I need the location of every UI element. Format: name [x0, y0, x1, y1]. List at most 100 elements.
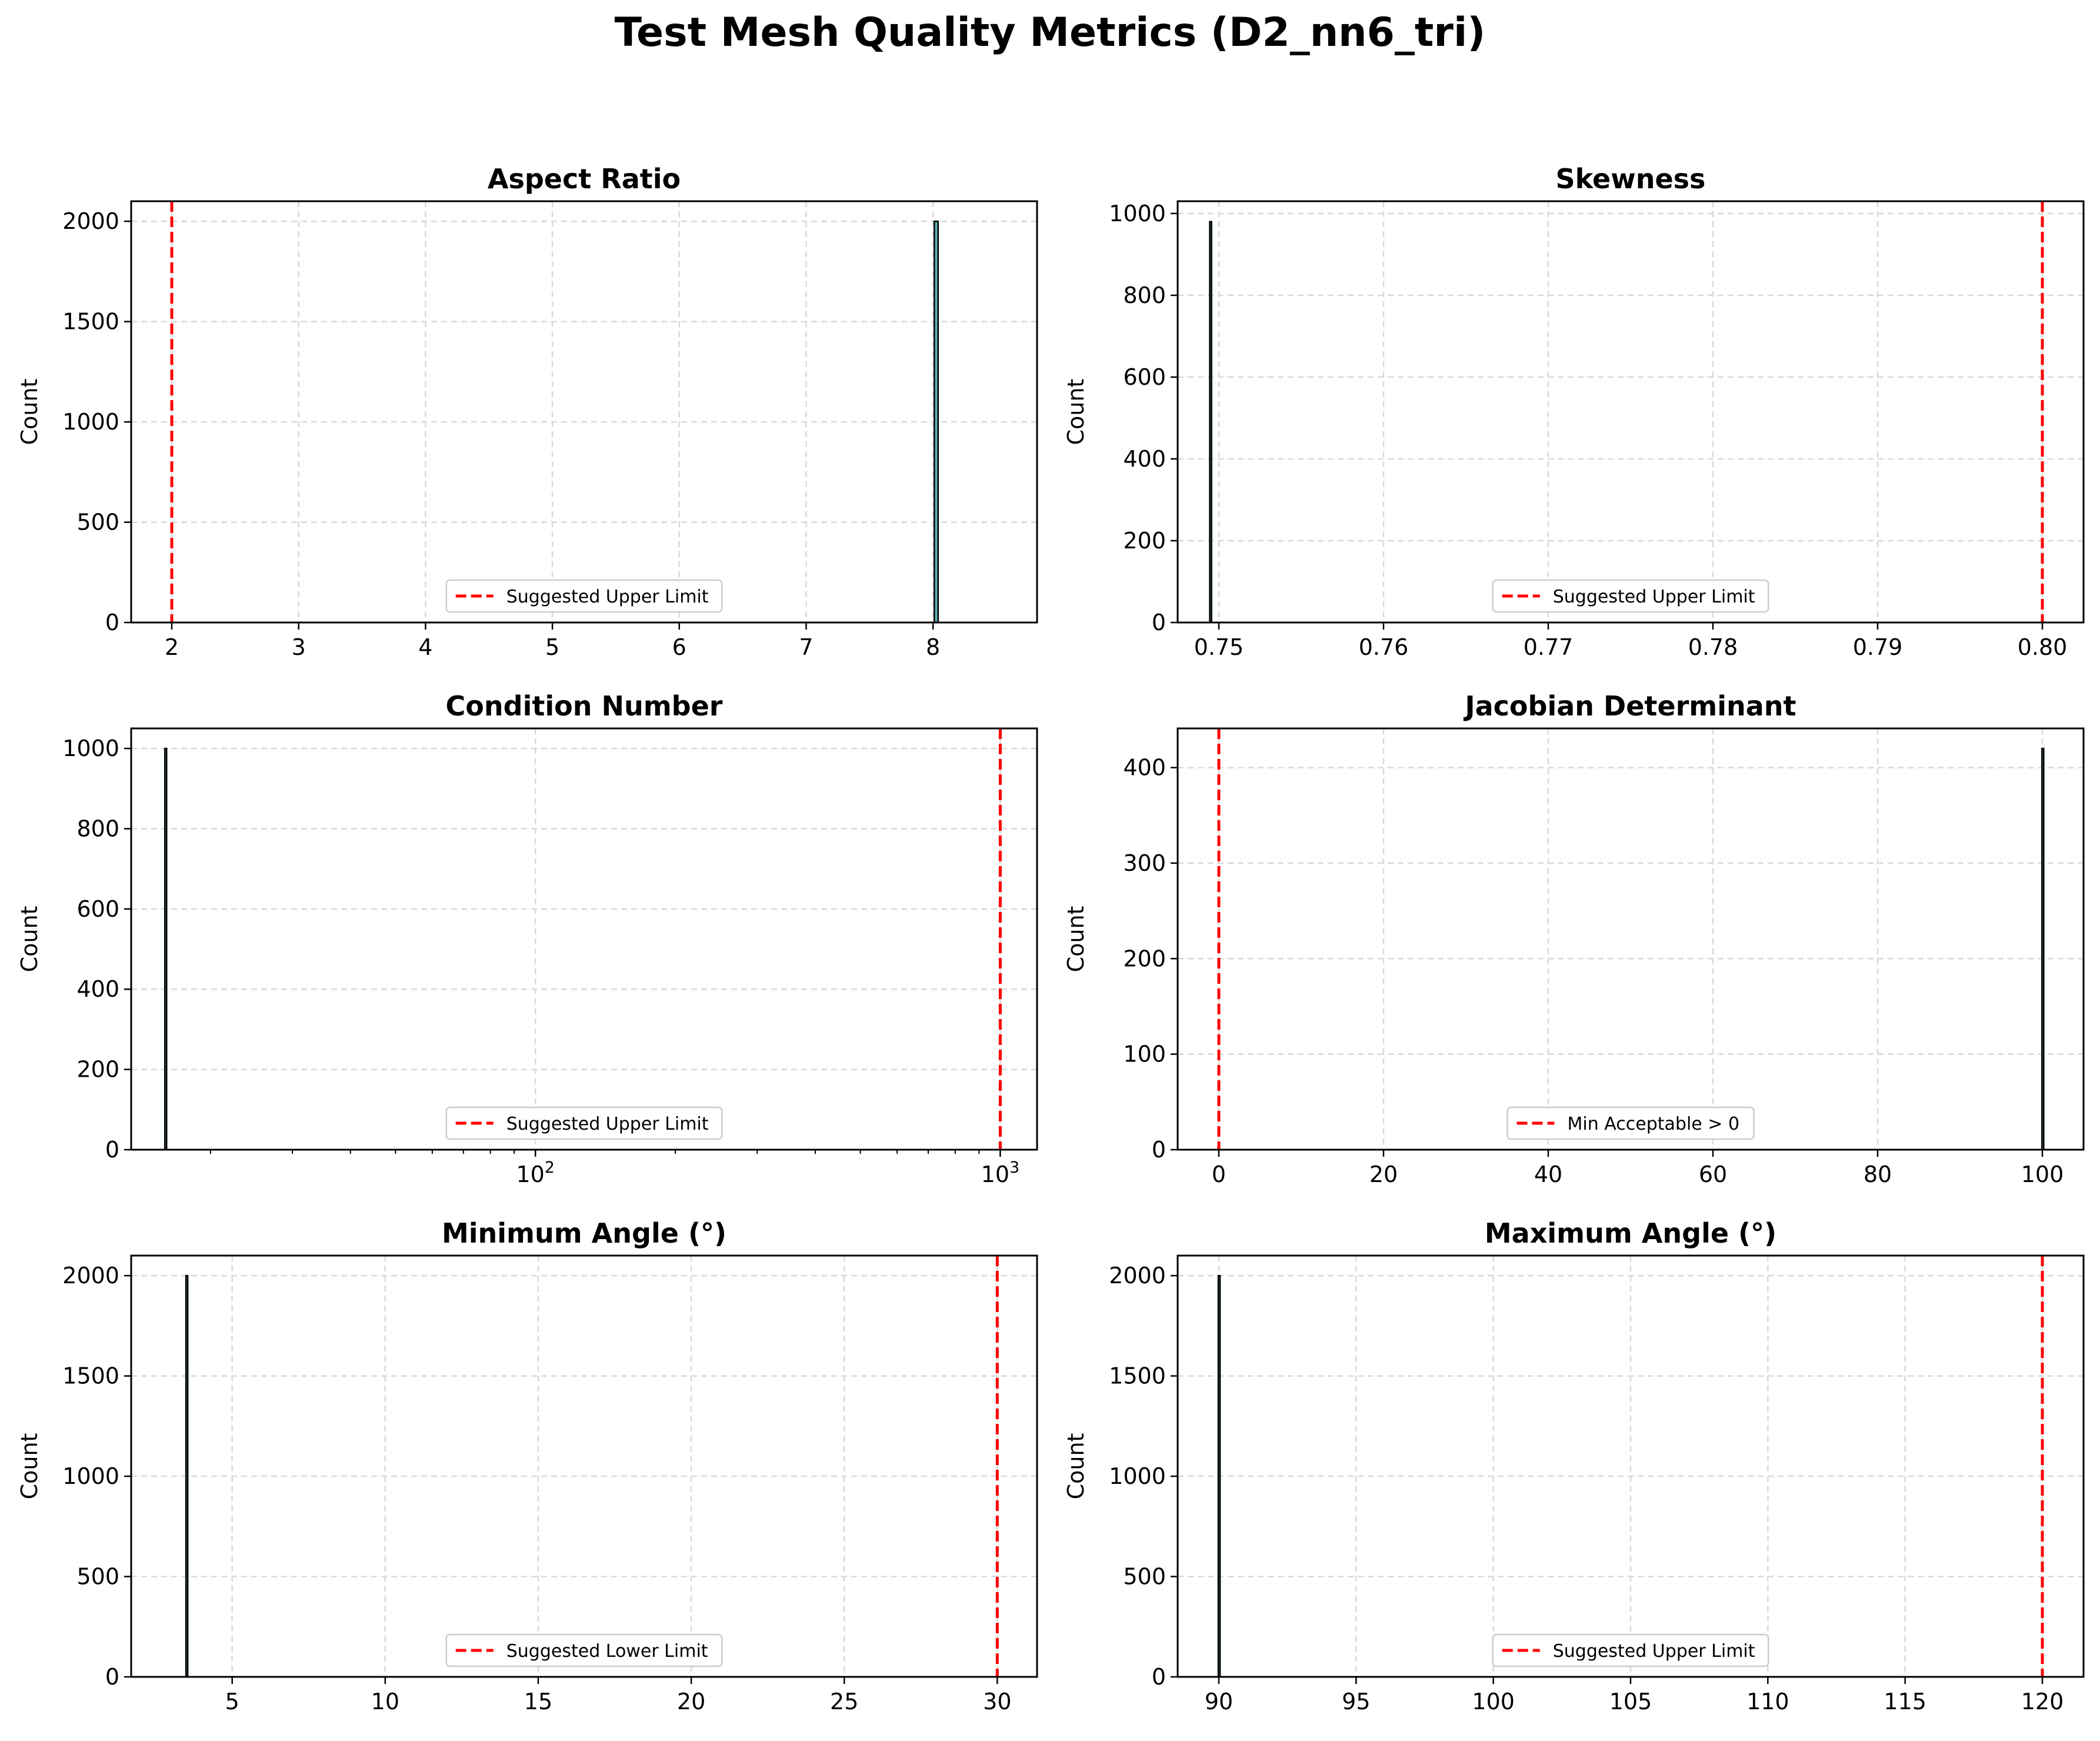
y-tick-label: 800 [1123, 282, 1166, 308]
legend-box [445, 1106, 723, 1140]
y-tick-label: 1500 [62, 1363, 119, 1389]
legend: Min Acceptable > 0 [1506, 1106, 1755, 1140]
subplot-title: Maximum Angle (°) [1485, 1217, 1776, 1249]
legend-label: Suggested Upper Limit [506, 1114, 709, 1134]
histogram-bar [185, 1274, 189, 1678]
x-tick-label: 4 [418, 634, 432, 660]
legend: Suggested Upper Limit [445, 1106, 723, 1140]
y-tick-label: 0 [105, 610, 119, 635]
x-tick-label: 105 [1609, 1689, 1652, 1715]
subplot-6: Maximum Angle (°) 0 500 1000 1500 2000 90 95 100… [1063, 1217, 2085, 1715]
x-tick-label: 0.76 [1359, 634, 1409, 660]
legend-box [445, 1633, 723, 1667]
subplot-title: Aspect Ratio [488, 163, 681, 195]
y-tick-label: 0 [105, 1664, 119, 1690]
legend-label: Suggested Upper Limit [1553, 587, 1755, 607]
y-axis-label: Count [16, 1433, 42, 1500]
x-tick-label: 7 [799, 634, 813, 660]
x-tick-label: 40 [1534, 1161, 1562, 1187]
subplot-4: Jacobian Determinant 0 100 200 300 400 0 20 40 60… [1063, 690, 2085, 1187]
subplot-title: Jacobian Determinant [1463, 690, 1796, 722]
x-tick-exponent: 3 [1009, 1159, 1019, 1177]
y-tick-label: 1500 [1109, 1363, 1166, 1389]
y-tick-label: 400 [76, 976, 119, 1002]
x-tick-label: 6 [672, 634, 686, 660]
legend-box [445, 579, 723, 613]
y-tick-label: 600 [76, 896, 119, 922]
x-tick-label: 0.80 [2018, 634, 2068, 660]
axes-frame [130, 1254, 1038, 1678]
x-tick-label: 15 [524, 1689, 552, 1715]
y-tick-label: 200 [76, 1057, 119, 1083]
y-axis-label: Count [1063, 1433, 1089, 1500]
y-tick-label: 0 [1152, 1137, 1166, 1163]
y-tick-label: 1000 [62, 409, 119, 435]
x-tick-base: 10 [516, 1161, 544, 1187]
x-tick-label: 3 [292, 634, 306, 660]
x-tick-label: 8 [926, 634, 940, 660]
legend: Suggested Upper Limit [445, 579, 723, 613]
histogram-bar [934, 220, 939, 624]
legend-box [1506, 1106, 1755, 1140]
subplot-title: Skewness [1556, 163, 1706, 195]
y-tick-label: 0 [105, 1137, 119, 1163]
x-tick-label: 5 [545, 634, 559, 660]
x-tick-label: 95 [1342, 1689, 1370, 1715]
y-tick-label: 1500 [62, 309, 119, 335]
y-tick-label: 600 [1123, 364, 1166, 390]
histogram-bar [1217, 1274, 1221, 1678]
x-tick-base: 10 [981, 1161, 1009, 1187]
y-tick-label: 2000 [1109, 1263, 1166, 1289]
x-tick-label: 103 [981, 1159, 1020, 1187]
y-tick-label: 800 [76, 815, 119, 841]
x-tick-label: 115 [1884, 1689, 1926, 1715]
subplot-1: Aspect Ratio 0 500 1000 1500 2000 2 3 4 5 6 7 8 Count… [16, 163, 1038, 660]
subplot-5: Minimum Angle (°) 0 500 1000 1500 2000 5 10 15 20… [16, 1217, 1038, 1715]
x-tick-exponent: 2 [545, 1159, 555, 1177]
x-tick-label: 20 [1369, 1161, 1398, 1187]
legend: Suggested Upper Limit [1492, 579, 1769, 613]
subplot-title: Condition Number [446, 690, 723, 722]
x-tick-label: 0.77 [1524, 634, 1574, 660]
y-tick-label: 1000 [1109, 201, 1166, 227]
y-tick-label: 500 [76, 510, 119, 535]
histogram-bar [164, 747, 168, 1151]
x-tick-label: 5 [225, 1689, 239, 1715]
y-tick-label: 1000 [62, 735, 119, 761]
y-tick-label: 1000 [1109, 1463, 1166, 1489]
x-tick-label: 2 [165, 634, 179, 660]
y-tick-label: 500 [1123, 1564, 1166, 1590]
y-axis-label: Count [1063, 379, 1089, 445]
y-tick-label: 200 [1123, 946, 1166, 971]
axes-frame [130, 727, 1038, 1151]
legend: Suggested Upper Limit [1492, 1633, 1769, 1667]
y-axis-label: Count [16, 906, 42, 973]
legend-box [1492, 1633, 1769, 1667]
y-axis-label: Count [16, 379, 42, 445]
x-tick-label: 0.79 [1853, 634, 1903, 660]
x-tick-label: 60 [1699, 1161, 1727, 1187]
histogram-bar [1209, 221, 1212, 624]
axes-frame [130, 200, 1038, 624]
x-tick-label: 110 [1746, 1689, 1789, 1715]
x-tick-label: 120 [2021, 1689, 2064, 1715]
y-tick-label: 300 [1123, 850, 1166, 876]
y-tick-label: 2000 [62, 1263, 119, 1289]
x-tick-label: 10 [371, 1689, 399, 1715]
x-tick-label: 25 [830, 1689, 858, 1715]
y-tick-label: 400 [1123, 446, 1166, 472]
x-tick-label: 100 [1472, 1689, 1515, 1715]
legend-label: Suggested Upper Limit [506, 587, 709, 607]
x-tick-label: 0.75 [1194, 634, 1244, 660]
y-tick-label: 2000 [62, 208, 119, 234]
y-tick-label: 400 [1123, 755, 1166, 781]
legend: Suggested Lower Limit [445, 1633, 723, 1667]
x-tick-label: 100 [2021, 1161, 2064, 1187]
subplot-title: Minimum Angle (°) [442, 1217, 726, 1249]
x-tick-label: 102 [516, 1159, 555, 1187]
y-tick-label: 1000 [62, 1463, 119, 1489]
